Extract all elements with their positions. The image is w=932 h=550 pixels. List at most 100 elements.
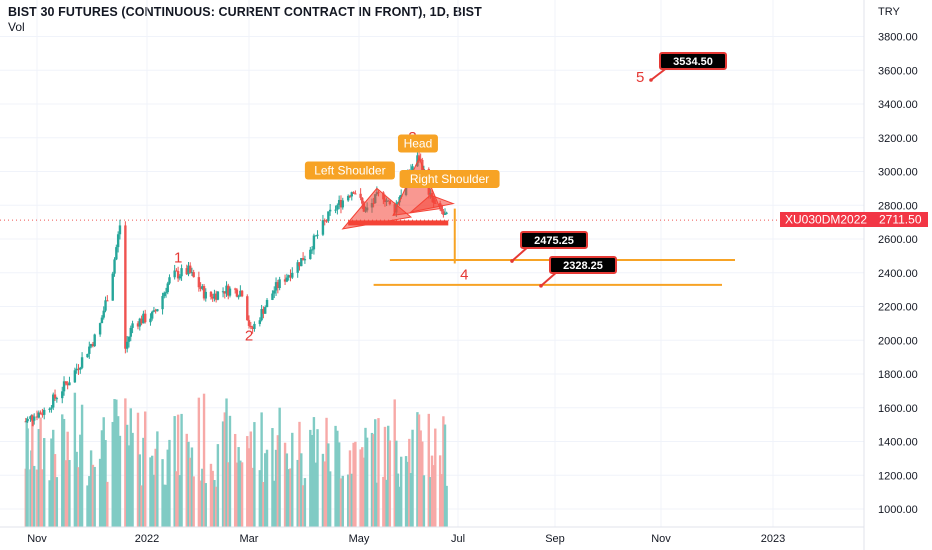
candle-body	[246, 296, 249, 321]
volume-bar	[127, 445, 131, 527]
volume-bar	[348, 450, 352, 527]
x-tick-label: 2023	[761, 533, 785, 545]
candle-body	[32, 420, 35, 422]
volume-bar	[421, 441, 424, 527]
price-axis[interactable]: TRY 1000.00 1200.00 1400.00 1600.00 1800.00 2…	[863, 0, 918, 550]
y-tick-label: 3400.00	[878, 99, 918, 111]
x-tick-label: Nov	[651, 533, 671, 545]
volume-bar	[204, 483, 207, 527]
volume-bar	[416, 412, 419, 527]
target-callout-1-box	[520, 231, 588, 249]
candle-body	[138, 318, 141, 327]
candle-body	[316, 234, 319, 236]
volume-bar	[364, 427, 367, 527]
candle-body	[91, 344, 95, 347]
volume-bar	[399, 456, 403, 527]
volume-bar	[359, 449, 362, 527]
candle-body	[131, 323, 134, 328]
volume-bar	[138, 454, 141, 527]
volume-bar	[211, 470, 214, 527]
volume-bar	[221, 421, 225, 527]
candle-body	[228, 288, 232, 296]
candle-body	[298, 262, 301, 267]
candle-body	[35, 416, 39, 418]
candle-body	[352, 192, 355, 194]
candle-body	[37, 412, 41, 418]
volume-bar	[274, 449, 278, 527]
volume-bar	[62, 418, 66, 527]
candle-body	[323, 220, 326, 222]
candle-body	[300, 258, 303, 267]
candle-body	[116, 234, 120, 248]
left-shoulder-label-box	[304, 161, 395, 180]
volume-bar	[341, 475, 344, 527]
y-tick-label: 1200.00	[878, 470, 918, 482]
candle-body	[348, 195, 352, 197]
volume-bar	[131, 432, 134, 527]
candle-body	[309, 249, 312, 260]
volume-bar	[79, 434, 82, 527]
last-price-tag: XU030DM2022 2711.50	[780, 212, 928, 227]
volume-bar	[408, 438, 411, 527]
candle-body	[361, 197, 364, 204]
candle-body	[115, 247, 118, 260]
volume-bar	[35, 469, 39, 527]
target-callout-3-box	[659, 52, 727, 70]
candle-body	[125, 341, 129, 349]
volume-bar	[227, 462, 230, 527]
volume-bar	[237, 447, 240, 527]
candle-body	[321, 220, 325, 235]
candle-body	[276, 282, 280, 288]
candle-body	[189, 265, 192, 273]
volume-bar	[152, 474, 156, 527]
volume-bar	[382, 476, 385, 527]
volume-bar	[339, 478, 343, 527]
candle-body	[89, 344, 93, 347]
x-tick-label: 2022	[135, 533, 159, 545]
volume-bar	[240, 462, 244, 527]
candle-body	[75, 368, 78, 371]
volume-bar	[325, 417, 328, 527]
volume-bar	[190, 447, 194, 527]
volume-bar	[39, 417, 42, 527]
volume-bar	[31, 414, 34, 527]
volume-bar	[396, 473, 400, 527]
candle-body	[419, 158, 422, 160]
candle-body	[249, 325, 253, 328]
candle-body	[100, 317, 104, 324]
volume-bar	[113, 399, 116, 527]
volume-bar	[419, 430, 422, 527]
candle-body	[68, 382, 71, 386]
volume-bar	[385, 479, 388, 527]
candle-body	[113, 259, 116, 274]
volume-bar	[316, 429, 319, 527]
candle-body	[303, 259, 307, 261]
volume-bar	[118, 435, 122, 527]
head-label: Head	[404, 137, 433, 151]
x-tick-label: May	[349, 533, 370, 545]
volume-bar	[409, 473, 413, 527]
candle-body	[339, 199, 343, 208]
candle-body	[93, 334, 96, 347]
volume-bar	[192, 476, 195, 527]
volume-bar	[283, 442, 287, 527]
volume-bar	[55, 477, 59, 527]
volume-bar	[68, 460, 71, 527]
volume-bar	[404, 456, 408, 527]
volume-bar	[136, 412, 140, 527]
time-axis[interactable]: Nov 2022 Mar May Jul Sep Nov 2023	[0, 526, 864, 545]
volume-bar	[312, 417, 316, 527]
volume-bar	[106, 481, 109, 527]
volume-bar	[374, 419, 377, 527]
volume-bar	[235, 462, 239, 527]
candle-body	[25, 421, 28, 423]
candle-body	[55, 398, 59, 400]
candle-body	[265, 299, 269, 308]
candle-body	[26, 418, 29, 422]
y-tick-label: 2000.00	[878, 335, 918, 347]
chart-title: BIST 30 FUTURES (CONTINUOUS: CURRENT CON…	[8, 5, 482, 19]
candle-body	[341, 200, 344, 208]
volume-bar	[430, 455, 434, 527]
wave-label-4: 4	[460, 267, 468, 284]
